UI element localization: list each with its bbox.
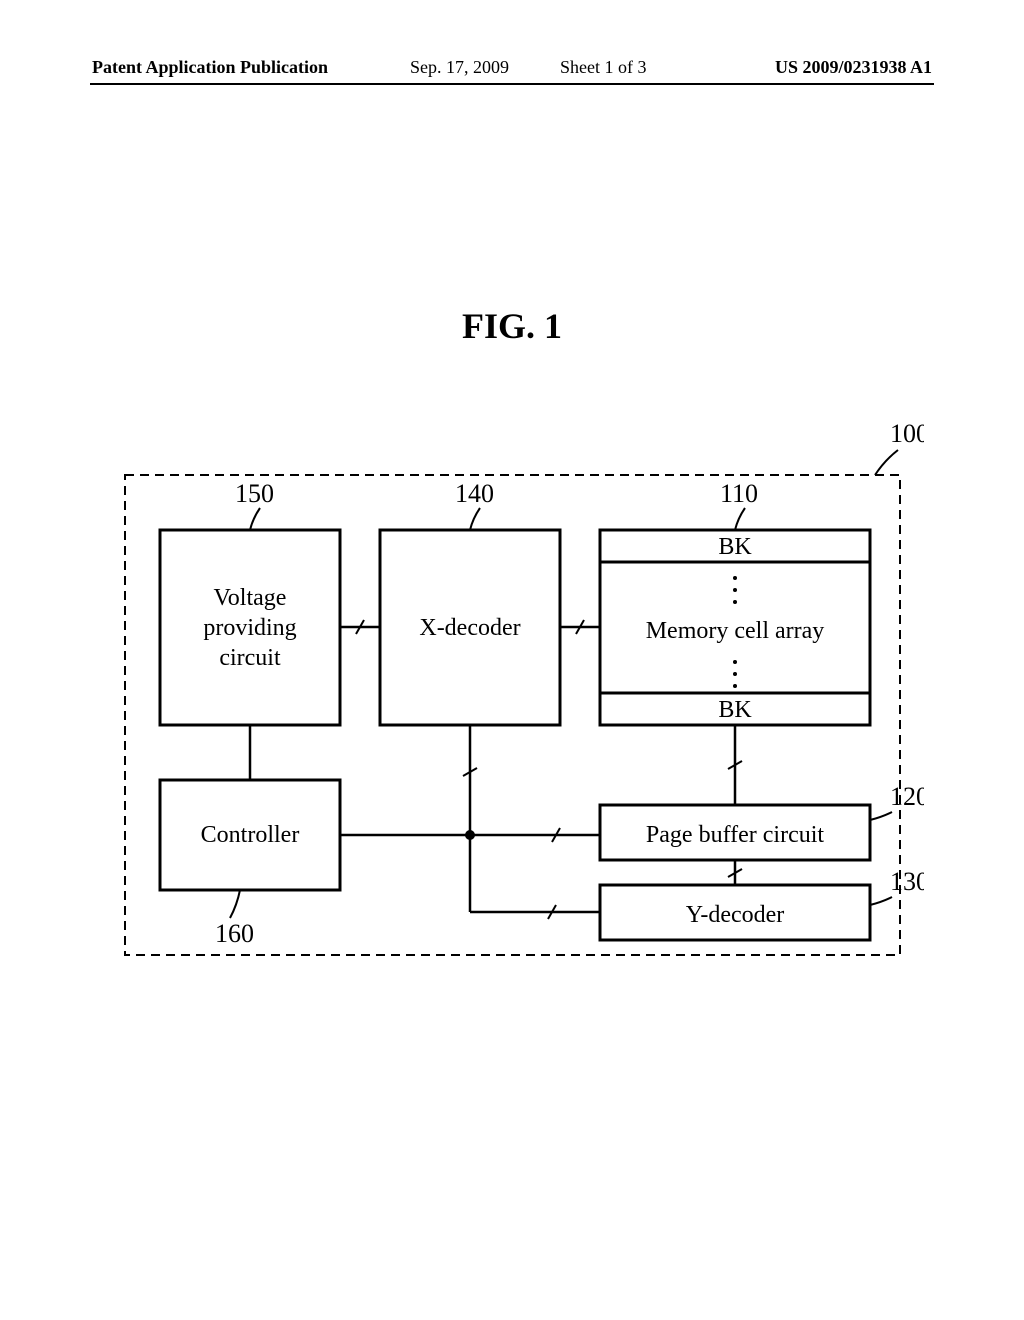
label-voltage-3: circuit: [219, 645, 281, 671]
ref-160: 160: [215, 919, 254, 948]
ref-120: 120: [890, 782, 924, 811]
header-date: Sep. 17, 2009: [410, 57, 509, 78]
label-xdecoder: X-decoder: [419, 615, 520, 641]
label-voltage-2: providing: [203, 615, 296, 641]
ref-110: 110: [720, 479, 758, 508]
ref-140: 140: [455, 479, 494, 508]
leader-160: [230, 890, 240, 918]
header-pubnum: US 2009/0231938 A1: [775, 57, 932, 78]
label-bk-top: BK: [718, 534, 752, 560]
label-ydecoder: Y-decoder: [686, 902, 785, 928]
dot: [733, 600, 737, 604]
ref-100: 100: [890, 419, 924, 448]
ref-150: 150: [235, 479, 274, 508]
system-boundary: [125, 475, 900, 955]
label-voltage-1: Voltage: [214, 585, 287, 611]
ref-130: 130: [890, 867, 924, 896]
header-publication: Patent Application Publication: [92, 57, 328, 78]
dot: [733, 672, 737, 676]
leader-130: [870, 897, 892, 905]
dot: [733, 588, 737, 592]
dot: [733, 684, 737, 688]
figure-title: FIG. 1: [0, 305, 1024, 347]
label-pagebuffer: Page buffer circuit: [646, 822, 824, 848]
label-memory: Memory cell array: [646, 618, 825, 644]
header-rule: [90, 83, 934, 85]
page-header: Patent Application Publication Sep. 17, …: [0, 55, 1024, 85]
header-sheet: Sheet 1 of 3: [560, 57, 646, 78]
leader-110: [735, 508, 745, 530]
leader-150: [250, 508, 260, 530]
label-controller: Controller: [201, 822, 300, 848]
page: Patent Application Publication Sep. 17, …: [0, 0, 1024, 1320]
label-bk-bot: BK: [718, 697, 752, 723]
leader-100: [875, 450, 898, 475]
block-diagram: 100 Voltage providing circuit 150 X-deco…: [100, 410, 924, 970]
dot: [733, 576, 737, 580]
dot: [733, 660, 737, 664]
leader-120: [870, 812, 892, 820]
leader-140: [470, 508, 480, 530]
